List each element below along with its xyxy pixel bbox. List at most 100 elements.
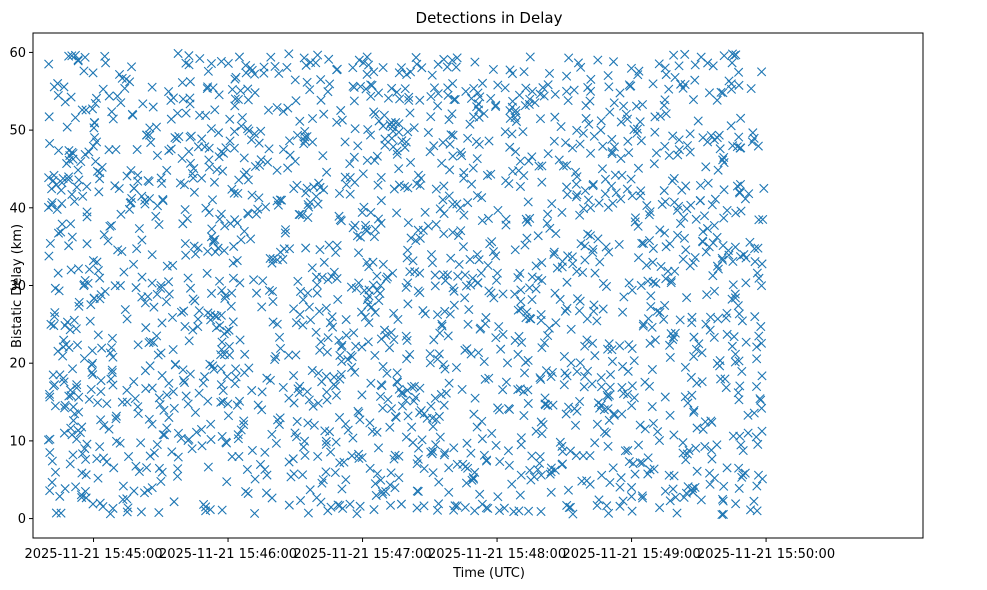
scatter-point — [140, 199, 150, 209]
scatter-point — [638, 238, 649, 249]
scatter-point — [664, 470, 674, 480]
scatter-point — [385, 480, 395, 490]
scatter-point — [442, 62, 452, 72]
scatter-point — [110, 281, 120, 291]
scatter-point — [87, 367, 97, 377]
scatter-point — [389, 184, 399, 194]
scatter-point — [273, 200, 283, 210]
scatter-point — [348, 63, 358, 73]
scatter-point — [713, 165, 723, 175]
scatter-point — [186, 131, 196, 141]
scatter-point — [233, 188, 243, 199]
scatter-point — [272, 102, 282, 113]
scatter-point — [746, 83, 756, 94]
scatter-point — [164, 289, 174, 299]
scatter-point — [102, 399, 112, 409]
scatter-point — [449, 286, 459, 296]
scatter-point — [53, 268, 63, 278]
scatter-point — [182, 214, 192, 224]
scatter-point — [687, 318, 697, 328]
scatter-point — [335, 501, 345, 511]
scatter-point — [49, 312, 59, 322]
scatter-point — [76, 490, 86, 500]
scatter-point — [737, 316, 747, 326]
scatter-point — [313, 368, 324, 378]
scatter-point — [496, 344, 506, 354]
scatter-point — [218, 148, 229, 158]
y-tick-label: 20 — [9, 357, 26, 372]
scatter-point — [275, 195, 285, 205]
scatter-point — [333, 294, 343, 305]
scatter-point — [115, 438, 125, 448]
scatter-point — [45, 447, 55, 458]
scatter-point — [432, 310, 443, 320]
scatter-point — [588, 244, 598, 254]
scatter-point — [392, 149, 402, 159]
scatter-point — [433, 59, 443, 69]
scatter-point — [370, 479, 380, 489]
scatter-point — [604, 82, 614, 92]
scatter-point — [510, 245, 520, 255]
scatter-point — [149, 302, 159, 312]
y-tick-label: 0 — [18, 512, 26, 527]
scatter-point — [295, 209, 305, 220]
scatter-point — [631, 101, 642, 111]
scatter-point — [80, 454, 91, 464]
scatter-point — [371, 490, 381, 501]
scatter-point — [741, 278, 751, 288]
scatter-point — [624, 148, 634, 158]
scatter-point — [493, 492, 503, 502]
scatter-point — [727, 341, 737, 351]
scatter-point — [193, 321, 203, 332]
scatter-point — [449, 300, 459, 310]
scatter-point — [754, 273, 764, 283]
scatter-point — [164, 87, 174, 97]
scatter-point — [149, 448, 159, 458]
scatter-point — [727, 58, 737, 68]
scatter-point — [504, 460, 514, 470]
scatter-point — [430, 270, 440, 280]
scatter-point — [503, 446, 514, 456]
scatter-point — [302, 77, 312, 87]
scatter-point — [355, 81, 366, 92]
scatter-point — [184, 60, 194, 70]
scatter-point — [386, 404, 397, 414]
scatter-point — [574, 306, 585, 316]
scatter-point — [403, 127, 413, 137]
scatter-point — [627, 381, 637, 391]
scatter-point — [323, 275, 333, 285]
scatter-point — [275, 343, 286, 354]
scatter-point — [470, 467, 480, 477]
scatter-point — [470, 57, 480, 67]
scatter-point — [618, 388, 629, 399]
scatter-point — [137, 191, 147, 201]
scatter-point — [262, 470, 272, 480]
scatter-point — [53, 90, 63, 101]
scatter-point — [236, 425, 246, 435]
scatter-point — [501, 377, 511, 387]
scatter-point — [665, 352, 675, 363]
scatter-point — [481, 503, 491, 513]
scatter-point — [235, 86, 246, 96]
scatter-point — [588, 179, 598, 190]
scatter-point — [759, 183, 769, 193]
scatter-point — [68, 450, 78, 460]
scatter-point — [440, 276, 451, 286]
scatter-point — [44, 251, 54, 261]
scatter-point — [394, 164, 404, 174]
scatter-point — [151, 211, 161, 221]
scatter-point — [409, 123, 419, 133]
scatter-point — [678, 438, 688, 448]
scatter-point — [650, 112, 660, 122]
scatter-point — [302, 131, 312, 142]
scatter-point — [690, 252, 700, 263]
scatter-point — [487, 428, 497, 439]
scatter-point — [603, 508, 614, 518]
scatter-point — [58, 373, 68, 384]
scatter-point — [729, 332, 739, 342]
scatter-point — [569, 85, 579, 95]
scatter-point — [274, 332, 285, 342]
scatter-point — [283, 163, 293, 173]
scatter-point — [420, 207, 430, 217]
scatter-point — [651, 148, 662, 158]
